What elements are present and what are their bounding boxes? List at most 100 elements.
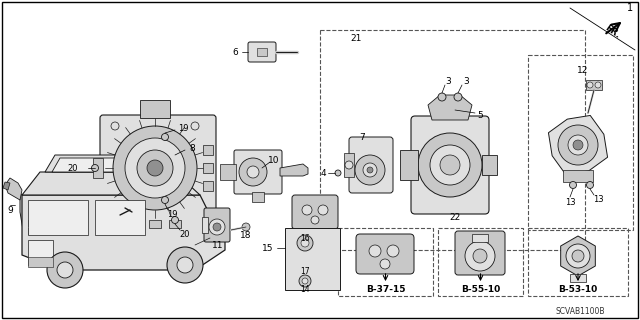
Ellipse shape xyxy=(297,258,313,268)
Bar xyxy=(149,220,161,228)
Polygon shape xyxy=(22,172,200,195)
Bar xyxy=(28,257,53,267)
Circle shape xyxy=(387,245,399,257)
Circle shape xyxy=(57,262,73,278)
Text: SCVAB1100B: SCVAB1100B xyxy=(556,308,605,316)
Circle shape xyxy=(247,166,259,178)
Text: 7: 7 xyxy=(359,132,365,141)
Circle shape xyxy=(297,235,313,251)
Circle shape xyxy=(213,223,221,231)
Bar xyxy=(482,155,497,175)
Circle shape xyxy=(465,241,495,271)
Bar xyxy=(472,234,488,242)
Bar xyxy=(28,220,38,226)
Polygon shape xyxy=(561,236,595,276)
Text: 19: 19 xyxy=(178,124,188,132)
FancyBboxPatch shape xyxy=(100,115,216,231)
Text: 12: 12 xyxy=(577,66,589,75)
Text: 13: 13 xyxy=(593,195,604,204)
Bar xyxy=(338,228,433,296)
Polygon shape xyxy=(428,95,472,120)
Polygon shape xyxy=(586,80,602,90)
Text: 6: 6 xyxy=(232,47,238,57)
Circle shape xyxy=(137,150,173,186)
Text: 18: 18 xyxy=(240,230,252,239)
Bar xyxy=(28,228,38,234)
Circle shape xyxy=(161,196,168,204)
Bar xyxy=(95,200,145,235)
Text: B-37-15: B-37-15 xyxy=(365,284,405,293)
Polygon shape xyxy=(5,178,22,200)
Circle shape xyxy=(299,275,311,287)
Text: FR.: FR. xyxy=(603,24,621,40)
Polygon shape xyxy=(280,164,308,176)
Bar xyxy=(220,164,236,180)
Circle shape xyxy=(301,239,309,247)
Text: 3: 3 xyxy=(463,76,469,85)
Bar xyxy=(140,100,170,118)
Circle shape xyxy=(172,217,179,223)
Circle shape xyxy=(47,252,83,288)
Circle shape xyxy=(572,250,584,262)
Circle shape xyxy=(302,205,312,215)
Circle shape xyxy=(568,135,588,155)
Text: 9: 9 xyxy=(7,205,13,214)
Circle shape xyxy=(586,181,593,188)
Circle shape xyxy=(573,140,583,150)
Circle shape xyxy=(558,125,598,165)
Polygon shape xyxy=(20,185,80,242)
Bar xyxy=(344,153,354,177)
FancyBboxPatch shape xyxy=(349,137,393,193)
Bar xyxy=(252,192,264,202)
Bar xyxy=(202,217,208,233)
Bar xyxy=(28,200,88,235)
Bar xyxy=(285,228,340,290)
Bar xyxy=(56,220,66,226)
Circle shape xyxy=(440,155,460,175)
Circle shape xyxy=(454,93,462,101)
Circle shape xyxy=(167,247,203,283)
Text: 4: 4 xyxy=(320,169,326,178)
Circle shape xyxy=(473,249,487,263)
FancyBboxPatch shape xyxy=(411,116,489,214)
Circle shape xyxy=(191,122,199,130)
Text: 19: 19 xyxy=(167,210,177,219)
Text: B-55-10: B-55-10 xyxy=(461,284,500,293)
Polygon shape xyxy=(3,182,10,190)
Text: 21: 21 xyxy=(350,34,362,43)
Bar xyxy=(257,48,267,56)
Text: B-53-10: B-53-10 xyxy=(558,284,598,293)
Circle shape xyxy=(111,122,119,130)
Circle shape xyxy=(302,278,308,284)
Bar xyxy=(28,240,53,265)
Text: 3: 3 xyxy=(445,76,451,85)
Text: 10: 10 xyxy=(268,156,280,164)
Bar xyxy=(93,158,103,178)
Bar xyxy=(438,228,523,296)
Bar xyxy=(400,150,418,180)
Circle shape xyxy=(566,244,590,268)
Circle shape xyxy=(311,216,319,224)
Bar xyxy=(570,274,586,282)
Text: 5: 5 xyxy=(477,110,483,119)
Circle shape xyxy=(570,181,577,188)
Bar xyxy=(203,145,213,155)
Circle shape xyxy=(147,160,163,176)
Text: 8: 8 xyxy=(189,143,195,153)
Text: 16: 16 xyxy=(300,234,310,243)
Text: 11: 11 xyxy=(212,241,224,250)
Bar xyxy=(56,228,66,234)
Text: 17: 17 xyxy=(300,267,310,276)
Bar xyxy=(203,163,213,173)
Bar xyxy=(129,220,141,228)
Bar xyxy=(42,228,52,234)
Bar xyxy=(320,30,585,250)
Bar xyxy=(528,228,628,296)
Circle shape xyxy=(113,126,197,210)
Polygon shape xyxy=(22,195,225,270)
Circle shape xyxy=(438,93,446,101)
Bar xyxy=(169,220,181,228)
Text: 1: 1 xyxy=(627,3,633,13)
Bar xyxy=(563,170,593,182)
Circle shape xyxy=(595,82,601,88)
